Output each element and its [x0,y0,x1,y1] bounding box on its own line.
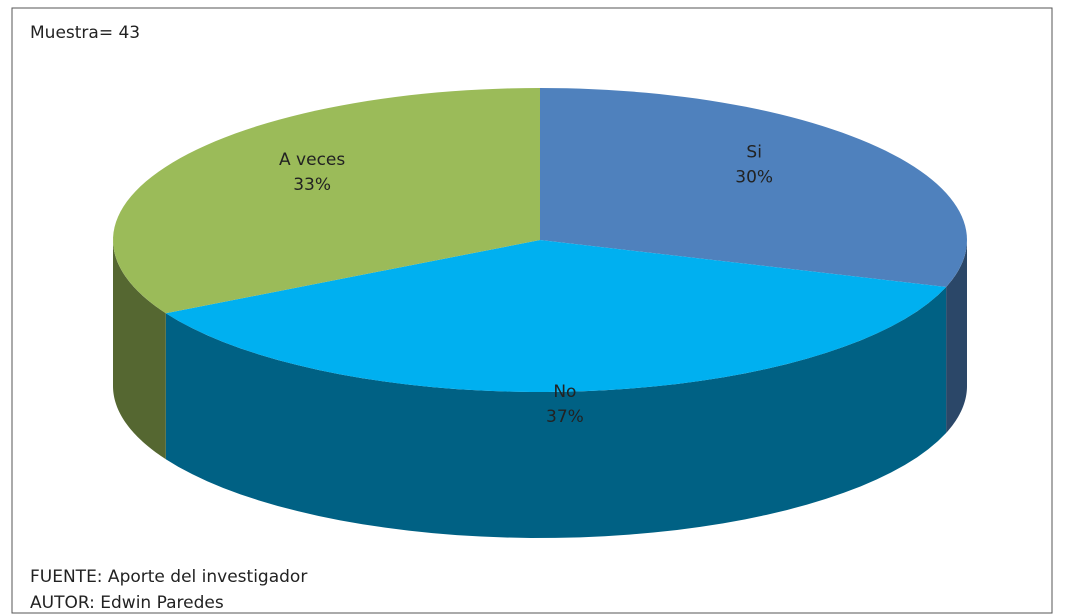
slice [113,88,541,314]
author-note: AUTOR: Edwin Paredes [30,593,224,613]
slice-label: Si [746,143,762,163]
slice-label: A veces [279,150,345,170]
sample-note: Muestra= 43 [30,23,140,43]
slice-value-label: 37% [546,407,584,427]
slice-side [946,240,967,433]
slice-value-label: 30% [735,168,773,188]
slice-side [165,286,947,538]
slice-value-label: 33% [293,175,331,195]
source-note: FUENTE: Aporte del investigador [30,567,307,587]
slice-side [113,240,166,460]
slice [540,88,967,287]
slice-label: No [553,382,576,402]
slice [165,240,947,392]
